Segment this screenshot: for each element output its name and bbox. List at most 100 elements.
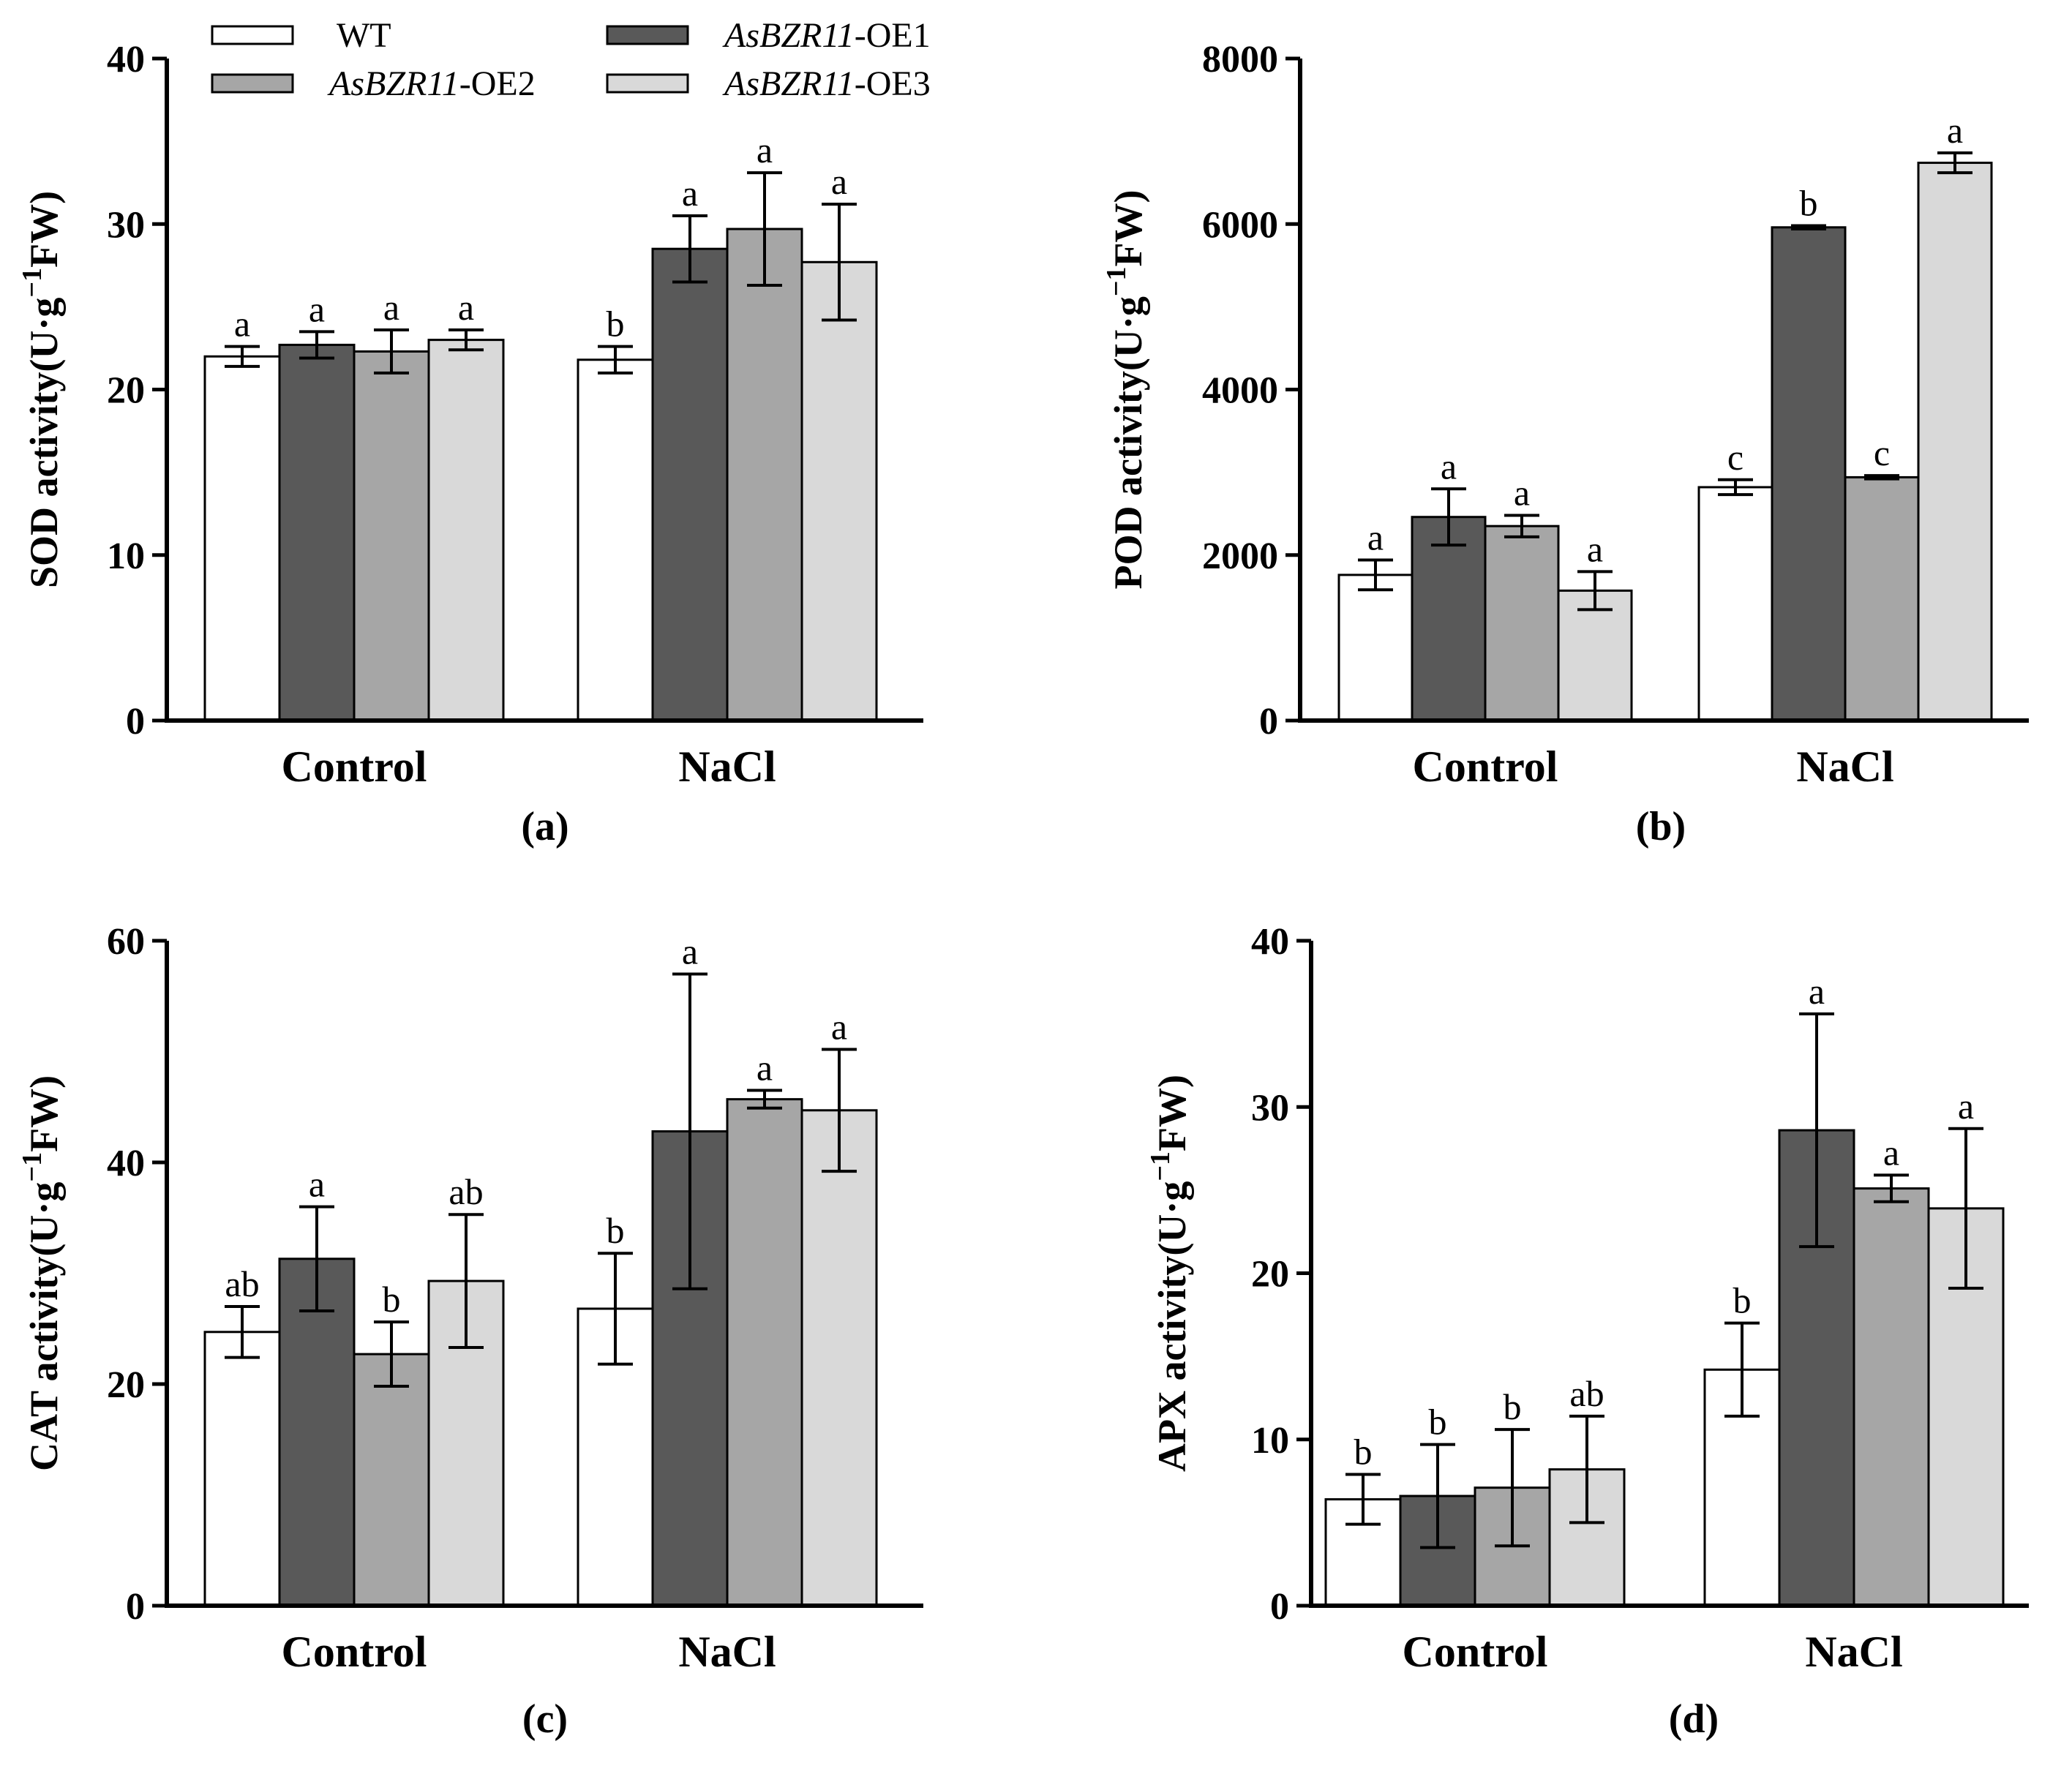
y-tick-label: 8000 — [1202, 39, 1278, 80]
y-tick-label: 4000 — [1202, 370, 1278, 412]
y-tick-label: 20 — [1251, 1254, 1289, 1296]
y-axis-title-main: CAT activity(U·g — [22, 1182, 66, 1471]
panel-label: (b) — [1636, 804, 1686, 849]
y-axis-title-main: SOD activity(U·g — [22, 298, 66, 588]
significance-letter: a — [1883, 1132, 1899, 1173]
y-tick-label: 40 — [107, 39, 145, 80]
legend-swatch — [211, 25, 294, 45]
y-tick-label: 20 — [107, 1364, 145, 1406]
y-tick-label: 0 — [1270, 1586, 1289, 1628]
significance-letter: b — [1504, 1386, 1522, 1427]
category-label: Control — [1413, 742, 1558, 791]
significance-letter: a — [309, 288, 325, 329]
significance-letter: a — [234, 304, 250, 345]
y-axis-title-tail: FW) — [1106, 189, 1150, 266]
bar — [1771, 226, 1847, 722]
legend-label: AsBZR11-OE1 — [722, 16, 931, 55]
bar — [353, 1353, 430, 1607]
y-tick-label: 30 — [1251, 1087, 1289, 1129]
category-label: NaCl — [1796, 742, 1893, 791]
y-tick-label: 0 — [126, 701, 145, 742]
panel-label: (c) — [522, 1696, 568, 1742]
legend-swatch — [606, 73, 689, 94]
bar — [1844, 475, 1920, 722]
significance-letter: c — [1727, 437, 1743, 478]
significance-letter: a — [1958, 1086, 1974, 1127]
y-tick-label: 30 — [107, 204, 145, 246]
significance-letter: a — [383, 287, 399, 328]
bar — [427, 339, 505, 722]
significance-letter: b — [1800, 183, 1818, 224]
bar — [1411, 516, 1487, 722]
legend-label: AsBZR11-OE3 — [722, 64, 931, 103]
y-axis-title-superscript: −1 — [17, 1152, 48, 1182]
legend-swatch — [606, 25, 689, 45]
panel-label: (a) — [521, 804, 568, 849]
bar — [278, 1257, 356, 1607]
significance-letter: a — [757, 1048, 773, 1089]
category-label: NaCl — [1805, 1628, 1902, 1676]
legend-label-italic: AsBZR11 — [327, 64, 459, 103]
significance-letter: a — [309, 1164, 325, 1205]
category-label: Control — [1403, 1628, 1548, 1676]
legend-label-italic: AsBZR11 — [722, 16, 855, 55]
bar — [651, 247, 729, 722]
legend-label: WT — [337, 16, 391, 55]
significance-letter: b — [607, 1210, 625, 1251]
y-tick-label: 60 — [107, 921, 145, 963]
bar — [278, 343, 356, 722]
y-tick-label: 40 — [1251, 921, 1289, 963]
category-label: Control — [282, 742, 427, 791]
significance-letter: a — [1947, 110, 1963, 151]
significance-letter: a — [1809, 971, 1825, 1012]
significance-letter: ab — [1569, 1373, 1604, 1414]
legend-label-text: -OE3 — [855, 64, 931, 103]
bar — [1337, 574, 1414, 722]
panel-b: a c a b a c a a 0 2000 4000 6000 8000 Control NaCl POD … — [1101, 39, 2029, 849]
legend-label-text: WT — [337, 16, 391, 55]
category-label: NaCl — [678, 742, 776, 791]
significance-letter: a — [831, 161, 847, 202]
category-label: NaCl — [678, 1628, 776, 1676]
y-tick-label: 10 — [107, 535, 145, 577]
y-axis-title: CAT activity(U·g−1FW) — [17, 1075, 66, 1471]
significance-letter: a — [1441, 446, 1457, 486]
bar — [353, 350, 430, 722]
significance-letter: a — [458, 287, 474, 328]
y-axis-title-superscript: −1 — [1145, 1151, 1176, 1181]
significance-letter: b — [1429, 1402, 1447, 1443]
significance-letter: a — [1514, 472, 1530, 513]
y-axis-title-superscript: −1 — [17, 268, 48, 298]
y-axis-title-main: POD activity(U·g — [1106, 296, 1150, 589]
bar — [1917, 162, 1993, 722]
legend-swatch — [211, 73, 294, 94]
bar — [1557, 589, 1633, 722]
y-tick-label: 40 — [107, 1143, 145, 1184]
bar — [577, 1307, 654, 1607]
bar — [203, 1331, 281, 1607]
significance-letter: a — [831, 1006, 847, 1047]
y-axis-title: APX activity(U·g−1FW) — [1145, 1075, 1194, 1472]
legend-label: AsBZR11-OE2 — [327, 64, 536, 103]
significance-letter: ab — [448, 1171, 483, 1212]
panel-label: (d) — [1669, 1696, 1719, 1742]
y-tick-label: 10 — [1251, 1420, 1289, 1462]
y-tick-label: 20 — [107, 370, 145, 412]
significance-letter: a — [1587, 528, 1603, 569]
y-axis-title-tail: FW) — [22, 191, 66, 268]
y-tick-label: 0 — [1259, 701, 1278, 742]
significance-letter: c — [1874, 432, 1890, 473]
y-axis-title: POD activity(U·g−1FW) — [1101, 189, 1150, 589]
significance-letter: a — [682, 173, 698, 214]
significance-letter: a — [757, 129, 773, 170]
bar — [800, 1109, 878, 1607]
panel-a: a b a a a a a a 0 10 20 30 40 Control NaCl SOD activity… — [17, 39, 923, 849]
y-axis-title-tail: FW) — [1150, 1075, 1194, 1151]
y-axis-title-superscript: −1 — [1101, 266, 1132, 296]
significance-letter: a — [1367, 517, 1384, 558]
bar — [203, 355, 281, 722]
y-axis-title: SOD activity(U·g−1FW) — [17, 191, 66, 588]
